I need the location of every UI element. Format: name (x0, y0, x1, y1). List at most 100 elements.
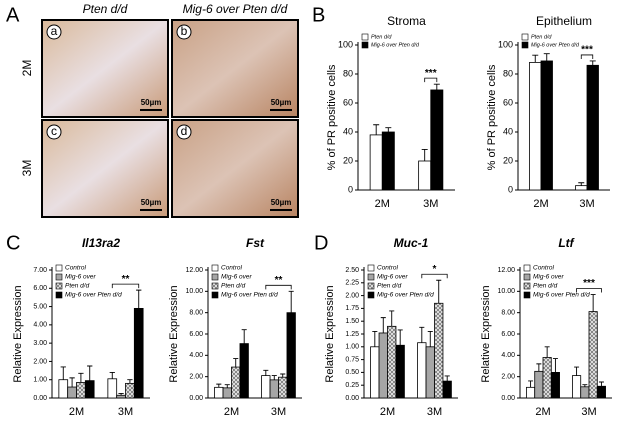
error-bar (380, 317, 386, 333)
bar (442, 380, 452, 399)
error-bar (288, 290, 294, 313)
error-bar (69, 377, 75, 388)
bar (588, 311, 598, 399)
legend-label: Mig-6 over (221, 274, 253, 281)
legend-label: Mig-6 over (533, 274, 565, 281)
panel-letter: C (6, 232, 20, 254)
bar (534, 370, 544, 399)
bar (430, 89, 444, 191)
y-tick-label: 40 (343, 126, 353, 136)
legend-label: Control (221, 265, 243, 272)
error-bar (421, 148, 428, 161)
error-bar (241, 329, 247, 344)
y-tick-label: 100 (498, 39, 513, 49)
bar (586, 64, 599, 191)
bar (529, 62, 542, 191)
tile-label: d (181, 124, 188, 138)
legend-swatch (367, 291, 375, 299)
chart-title: Ltf (558, 236, 574, 250)
y-axis-label: Relative Expression (168, 285, 180, 382)
x-tick-label: 3M (271, 406, 286, 418)
bar (417, 342, 427, 399)
error-bar (543, 53, 550, 61)
error-bar (536, 363, 542, 372)
bar (425, 346, 435, 399)
bar (395, 344, 405, 399)
tile-label: c (51, 124, 57, 138)
micrograph: a 50µm (41, 19, 169, 118)
bar (526, 386, 536, 399)
error-bar (109, 371, 115, 379)
legend-swatch (55, 282, 63, 290)
significance-bracket (580, 54, 594, 59)
column-header: Pten d/d (83, 2, 128, 16)
y-tick-label: 0.00 (189, 395, 203, 402)
bar (222, 387, 232, 399)
legend-swatch (55, 291, 63, 299)
error-bar (419, 326, 425, 343)
y-tick-label: 5.00 (33, 303, 47, 310)
y-tick-label: 80 (503, 68, 513, 78)
error-bar (271, 375, 277, 380)
legend-label: Control (65, 265, 87, 272)
chart-title: Muc-1 (394, 236, 429, 250)
legend-label: Control (533, 265, 555, 272)
tile-label: b (181, 24, 188, 38)
legend-swatch (367, 282, 375, 290)
error-bar (582, 384, 588, 387)
legend-label: Mig-6 over Pten d/d (377, 292, 434, 299)
legend-label: Pten d/d (65, 283, 90, 290)
bar (133, 307, 144, 399)
legend-label: Control (377, 265, 399, 272)
error-bar (216, 383, 222, 388)
y-tick-label: 0 (508, 184, 513, 194)
y-axis-label: Relative Expression (480, 285, 492, 382)
x-tick-label: 2M (375, 198, 390, 210)
error-bar (87, 365, 93, 381)
x-tick-label: 2M (69, 406, 84, 418)
error-bar (544, 346, 550, 358)
micrograph: c 50µm (41, 119, 169, 218)
bar (76, 382, 86, 399)
y-tick-label: 1.75 (345, 305, 359, 312)
significance-label: *** (583, 278, 595, 289)
y-tick-label: 1.50 (345, 318, 359, 325)
significance-label: * (433, 264, 437, 275)
legend-swatch (211, 273, 219, 281)
bar (434, 302, 444, 399)
bar (575, 185, 588, 191)
x-tick-label: 3M (423, 198, 438, 210)
micrograph: d 50µm (171, 119, 299, 218)
error-bar (60, 366, 66, 380)
y-tick-label: 6.00 (33, 285, 47, 292)
legend-swatch (361, 33, 369, 41)
bar (542, 357, 552, 399)
y-tick-label: 0.00 (345, 395, 359, 402)
panel-letter: D (314, 232, 328, 254)
legend-label: Mig-6 over Pten d/d (65, 292, 122, 299)
x-tick-label: 3M (579, 198, 594, 210)
legend-swatch (521, 33, 529, 41)
bar (369, 134, 383, 191)
error-bar (224, 384, 230, 388)
bar (550, 371, 560, 399)
y-tick-label: 1.00 (345, 344, 359, 351)
scale-bar-label: 50µm (141, 98, 162, 107)
error-bar (528, 380, 534, 388)
x-tick-label: 2M (535, 406, 550, 418)
legend-swatch (211, 282, 219, 290)
legend-label: Pten d/d (221, 283, 246, 290)
significance-bracket (421, 273, 448, 279)
x-tick-label: 3M (118, 406, 133, 418)
legend-swatch (523, 282, 531, 290)
y-tick-label: 60 (343, 97, 353, 107)
error-bar (389, 310, 395, 327)
legend-label: Pten d/d (371, 34, 392, 40)
error-bar (118, 392, 124, 396)
error-bar (433, 83, 440, 90)
chart-title: Fst (246, 236, 265, 250)
bar (84, 380, 95, 399)
bar (261, 375, 271, 399)
y-tick-label: 1.00 (33, 377, 47, 384)
error-bar (444, 375, 450, 382)
